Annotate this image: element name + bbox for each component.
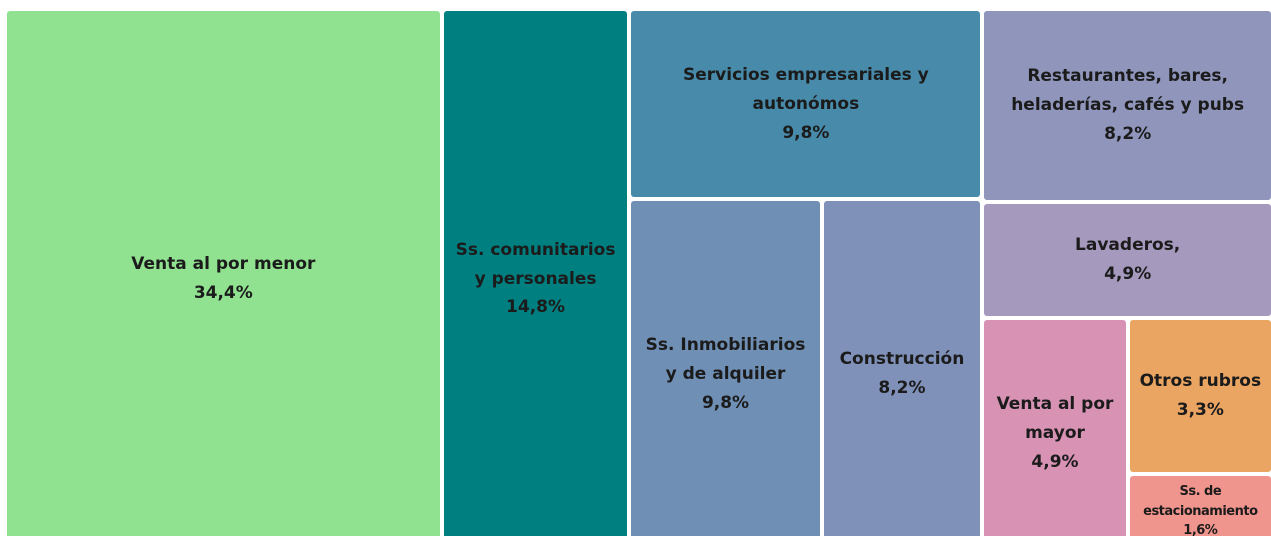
- tile-label: Ss. de estacionamiento: [1143, 484, 1258, 519]
- tile: Ss. comunitarios y personales 14,8%: [443, 11, 628, 536]
- tile-value: 8,2%: [878, 378, 926, 399]
- tile-label: Restaurantes, bares, heladerías, cafés y…: [1011, 66, 1245, 116]
- tile: Venta al por mayor 4,9%: [984, 319, 1126, 536]
- tile-value: 34,4%: [193, 283, 253, 303]
- tile-label: Construcción: [839, 349, 965, 370]
- tile: Servicios empresariales y autonómos 9,8%: [631, 11, 981, 198]
- tile-value: 3,3%: [1176, 399, 1224, 420]
- tile-value: 1,6%: [1183, 523, 1218, 536]
- tile-label: Lavaderos,: [1075, 235, 1181, 256]
- tile: Ss. de estacionamiento 1,6%: [1129, 475, 1271, 536]
- tile-value: 4,9%: [1031, 451, 1079, 472]
- tile: Ss. Inmobiliarios y de alquiler 9,8%: [631, 201, 820, 536]
- tile-value: 8,2%: [1104, 124, 1152, 145]
- tile-value: 4,9%: [1104, 264, 1152, 285]
- tile: Construcción 8,2%: [823, 201, 981, 536]
- tile-label: Venta al por mayor: [996, 394, 1114, 443]
- tile-value: 14,8%: [506, 297, 566, 318]
- tile: Venta al por menor 34,4%: [7, 11, 440, 536]
- tile-label: Servicios empresariales y autonómos: [683, 64, 929, 114]
- tile: Lavaderos, 4,9%: [984, 204, 1271, 316]
- tile-label: Venta al por menor: [131, 254, 316, 275]
- tile-value: 9,8%: [701, 392, 750, 413]
- tile-value: 9,8%: [782, 122, 830, 143]
- tile-label: Ss. comunitarios y personales: [455, 239, 616, 289]
- tile: Otros rubros 3,3%: [1129, 319, 1271, 472]
- tile-label: Ss. Inmobiliarios y de alquiler: [645, 334, 806, 384]
- tile: Restaurantes, bares, heladerías, cafés y…: [984, 11, 1271, 201]
- tile-label: Otros rubros: [1139, 370, 1262, 391]
